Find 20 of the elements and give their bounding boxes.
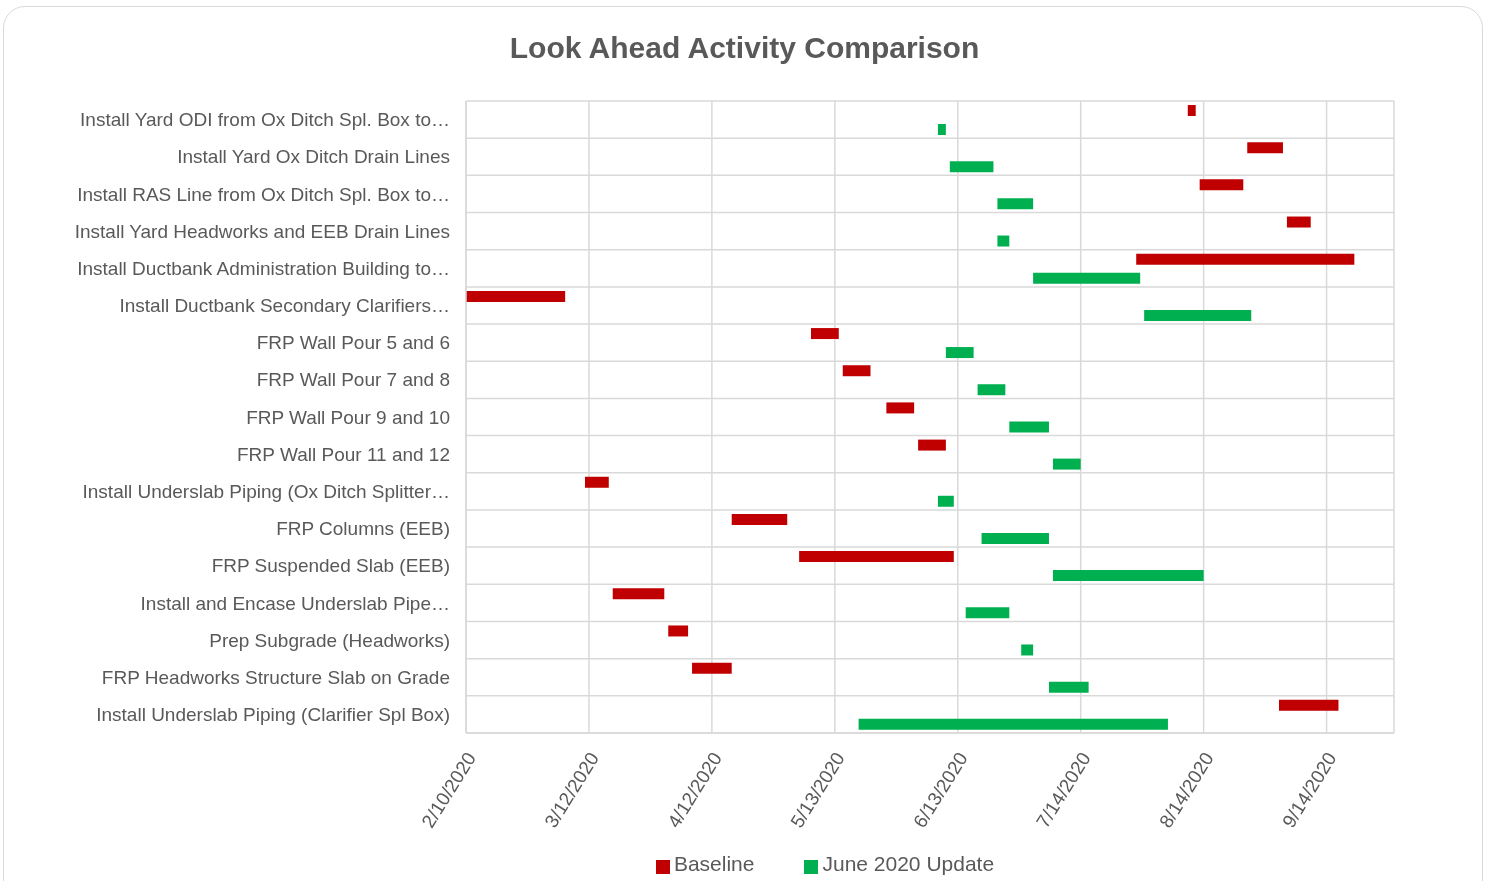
y-tick-label: Install and Encase Underslab Pipe… (140, 592, 450, 614)
chart-title: Look Ahead Activity Comparison (509, 31, 980, 64)
y-tick-label: Install RAS Line from Ox Ditch Spl. Box to… (77, 183, 450, 205)
y-tick-label: Install Underslab Piping (Ox Ditch Splitter… (82, 481, 450, 502)
y-tick-label: Install Yard Headworks and EEB Drain Lines (74, 220, 450, 242)
y-tick-label: Install Ductbank Administration Building to… (77, 257, 450, 279)
y-tick-label: Prep Subgrade (Headworks) (209, 629, 450, 651)
y-tick-label: FRP Headworks Structure Slab on Grade (101, 666, 450, 688)
y-tick-label: FRP Wall Pour 5 and 6 (256, 332, 450, 354)
y-tick-label: FRP Wall Pour 11 and 12 (237, 443, 450, 465)
y-tick-label: FRP Columns (EEB) (276, 518, 450, 540)
y-tick-label: FRP Suspended Slab (EEB) (211, 555, 450, 577)
legend-label: Baseline (673, 852, 755, 875)
y-tick-label: Install Yard Ox Ditch Drain Lines (177, 146, 450, 168)
y-tick-label: FRP Wall Pour 9 and 10 (246, 406, 450, 428)
y-tick-label: FRP Wall Pour 7 and 8 (256, 369, 450, 391)
y-tick-label: Install Ductbank Secondary Clarifiers… (119, 295, 450, 317)
y-tick-label: Install Yard ODI from Ox Ditch Spl. Box to… (80, 109, 450, 131)
legend-label: June 2020 Update (822, 852, 995, 875)
y-tick-label: Install Underslab Piping (Clarifier Spl Box) (96, 704, 450, 726)
